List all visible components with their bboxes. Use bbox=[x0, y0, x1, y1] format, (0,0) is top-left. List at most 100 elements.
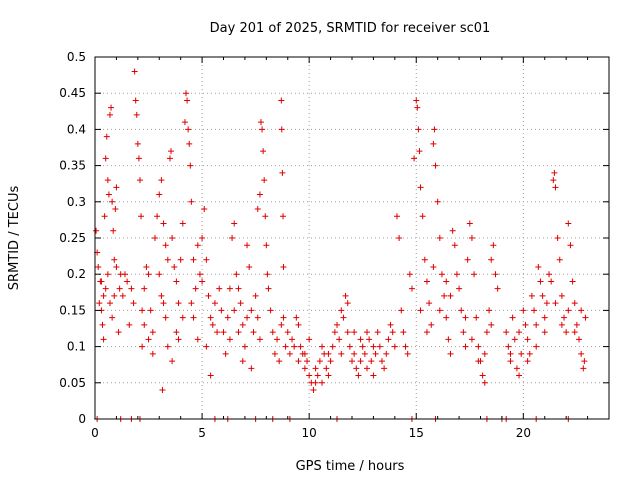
data-point bbox=[466, 220, 473, 227]
data-point bbox=[416, 148, 423, 155]
data-point bbox=[552, 184, 559, 191]
data-point bbox=[199, 278, 206, 285]
data-point bbox=[113, 184, 120, 191]
data-point bbox=[149, 329, 156, 336]
data-point bbox=[237, 300, 244, 307]
data-point bbox=[329, 343, 336, 350]
data-point bbox=[475, 358, 482, 365]
data-point bbox=[475, 343, 482, 350]
data-point bbox=[522, 321, 529, 328]
data-point bbox=[109, 314, 116, 321]
data-point bbox=[205, 292, 212, 299]
data-point bbox=[387, 321, 394, 328]
data-point bbox=[520, 307, 527, 314]
data-point bbox=[483, 329, 490, 336]
data-point bbox=[430, 140, 437, 147]
data-point bbox=[280, 314, 287, 321]
y-tick-label: 0 bbox=[78, 412, 86, 426]
data-point bbox=[423, 329, 430, 336]
data-point bbox=[396, 235, 403, 241]
data-point bbox=[291, 343, 298, 350]
data-point bbox=[421, 256, 428, 263]
data-point bbox=[503, 329, 510, 336]
data-point bbox=[370, 372, 377, 379]
data-point bbox=[518, 350, 525, 357]
data-point bbox=[104, 271, 111, 278]
data-point bbox=[246, 263, 253, 270]
data-point bbox=[111, 256, 118, 263]
data-point bbox=[105, 191, 112, 198]
data-point bbox=[400, 329, 407, 336]
data-point bbox=[355, 372, 362, 379]
data-point bbox=[183, 90, 190, 97]
data-point bbox=[528, 292, 535, 299]
data-point bbox=[271, 350, 278, 357]
data-point bbox=[402, 343, 409, 350]
data-point bbox=[295, 321, 302, 328]
data-point bbox=[306, 336, 313, 343]
data-point bbox=[546, 271, 553, 278]
data-point bbox=[349, 358, 355, 365]
data-point bbox=[112, 206, 119, 213]
data-point bbox=[164, 343, 171, 350]
data-point bbox=[340, 314, 347, 321]
data-point bbox=[173, 278, 180, 285]
data-point bbox=[96, 300, 103, 307]
data-point bbox=[563, 329, 570, 336]
data-point bbox=[481, 379, 488, 386]
data-point bbox=[331, 329, 338, 336]
data-point bbox=[468, 336, 475, 343]
data-point bbox=[264, 271, 271, 278]
data-point bbox=[233, 271, 240, 278]
data-point bbox=[408, 285, 415, 292]
data-point bbox=[385, 336, 392, 343]
data-point bbox=[100, 292, 107, 299]
data-point bbox=[558, 292, 565, 299]
data-point bbox=[95, 263, 102, 270]
data-point bbox=[481, 350, 488, 357]
data-point bbox=[376, 343, 383, 350]
data-point bbox=[156, 191, 163, 198]
data-point bbox=[244, 242, 251, 249]
data-point bbox=[124, 278, 131, 285]
data-point bbox=[464, 256, 471, 263]
data-point bbox=[132, 97, 139, 104]
data-point bbox=[149, 350, 156, 357]
data-point bbox=[436, 235, 443, 241]
data-point bbox=[239, 358, 246, 365]
data-point bbox=[160, 300, 167, 307]
data-point bbox=[462, 343, 469, 350]
data-point bbox=[434, 198, 441, 205]
data-point bbox=[145, 336, 152, 343]
data-point bbox=[344, 329, 351, 336]
data-point bbox=[417, 184, 424, 191]
data-point bbox=[282, 343, 289, 350]
y-tick-label: 0.35 bbox=[59, 159, 86, 173]
data-point bbox=[363, 365, 370, 372]
data-point bbox=[556, 256, 563, 263]
data-point bbox=[168, 148, 175, 155]
data-point bbox=[110, 227, 117, 234]
data-point bbox=[293, 314, 300, 321]
data-point bbox=[184, 97, 191, 104]
data-point bbox=[254, 206, 261, 213]
y-axis-title: SRMTID / TECUs bbox=[7, 186, 22, 291]
data-point bbox=[173, 329, 180, 336]
data-point bbox=[511, 336, 518, 343]
data-point bbox=[235, 329, 242, 336]
data-point bbox=[199, 235, 206, 241]
data-point bbox=[423, 278, 430, 285]
data-point bbox=[312, 379, 319, 386]
data-point bbox=[319, 343, 326, 350]
data-point bbox=[260, 148, 267, 155]
x-tick-label: 20 bbox=[516, 426, 531, 440]
data-point bbox=[139, 343, 146, 350]
data-point bbox=[269, 329, 276, 336]
data-point bbox=[278, 97, 285, 104]
data-point bbox=[187, 162, 194, 169]
data-point bbox=[414, 104, 421, 111]
data-point bbox=[327, 358, 334, 365]
data-point bbox=[468, 235, 475, 241]
data-point bbox=[550, 177, 557, 184]
